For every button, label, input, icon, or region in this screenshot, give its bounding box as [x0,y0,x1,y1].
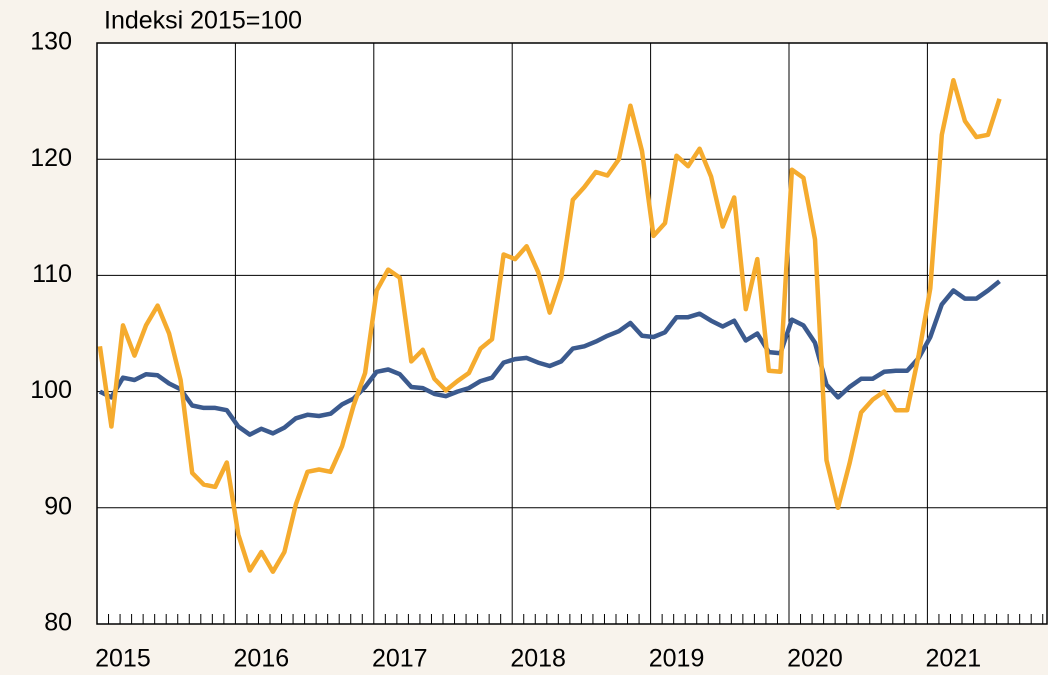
y-tick-label: 80 [44,609,72,637]
x-tick-label: 2016 [234,645,290,673]
plot-frame [96,42,1048,625]
series-line [98,279,1001,437]
x-tick-label: 2020 [787,645,843,673]
x-tick-label: 2019 [649,645,705,673]
y-tick-label: 90 [44,492,72,520]
y-tick-label: 130 [30,28,72,56]
x-tick-label: 2015 [95,645,151,673]
y-tick-label: 100 [30,376,72,404]
x-tick-label: 2018 [510,645,566,673]
plot-area [97,43,1047,624]
chart-title: Indeksi 2015=100 [104,7,302,35]
y-tick-label: 110 [32,260,72,288]
series-line [97,77,1002,574]
x-tick-label: 2017 [372,645,428,673]
y-tick-label: 120 [30,144,72,172]
x-tick-label: 2021 [926,645,982,673]
